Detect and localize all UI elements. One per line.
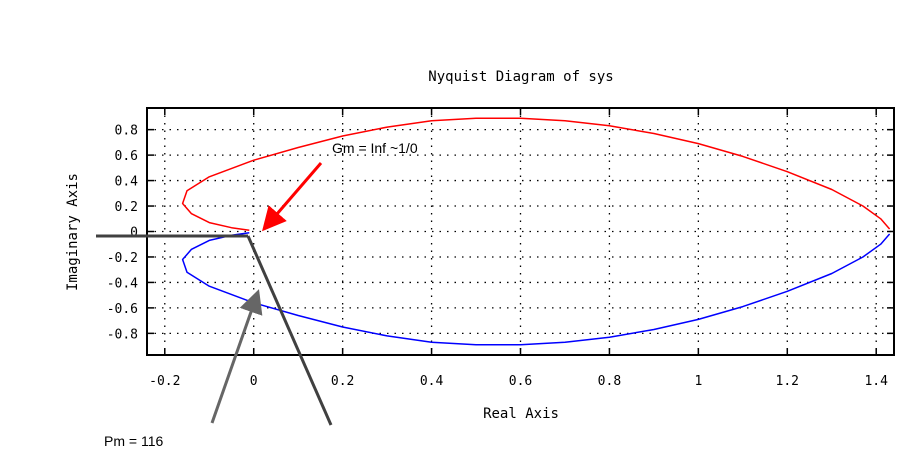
chart-title: Nyquist Diagram of sys: [428, 69, 613, 85]
pm-arrow: [210, 289, 263, 424]
x-tick-label: 1.4: [864, 374, 888, 389]
gm-annotation: Gm = Inf ~1/0: [332, 140, 418, 156]
nyquist-series-line: [181, 117, 891, 231]
nyquist-series-line: [181, 232, 891, 346]
overlay-slanted-line: [246, 235, 333, 426]
y-tick-label: 0.8: [115, 124, 138, 139]
y-tick-label: -0.6: [107, 302, 138, 317]
x-axis-label: Real Axis: [483, 406, 559, 422]
tick-marks: [147, 108, 894, 355]
x-tick-labels: -0.2 0 0.2 0.4 0.6 0.8 1 1.2 1.4: [149, 374, 888, 389]
x-tick-label: 0.4: [420, 374, 444, 389]
series-layer: [181, 117, 891, 346]
x-tick-label: 0.8: [598, 374, 621, 389]
y-tick-label: 0.6: [115, 149, 138, 164]
x-tick-label: 0: [250, 374, 258, 389]
x-tick-label: 0.6: [509, 374, 532, 389]
y-tick-label: -0.2: [107, 251, 138, 266]
y-axis-label: Imaginary Axis: [65, 173, 81, 291]
x-tick-label: 0.2: [331, 374, 354, 389]
x-tick-label: -0.2: [149, 374, 180, 389]
pm-annotation: Pm = 116: [104, 433, 163, 449]
x-tick-label: 1: [694, 374, 702, 389]
x-tick-label: 1.2: [776, 374, 799, 389]
y-tick-label: -0.4: [107, 276, 138, 291]
grid: [147, 108, 894, 355]
y-tick-label: 0.4: [115, 175, 139, 190]
y-tick-label: 0: [130, 226, 138, 241]
y-tick-labels: 0.8 0.6 0.4 0.2 0 -0.2 -0.4 -0.6 -0.8: [107, 124, 138, 343]
y-tick-label: -0.8: [107, 327, 138, 342]
gm-arrow: [262, 162, 323, 232]
y-tick-label: 0.2: [115, 200, 138, 215]
plot-frame: [146, 107, 895, 356]
